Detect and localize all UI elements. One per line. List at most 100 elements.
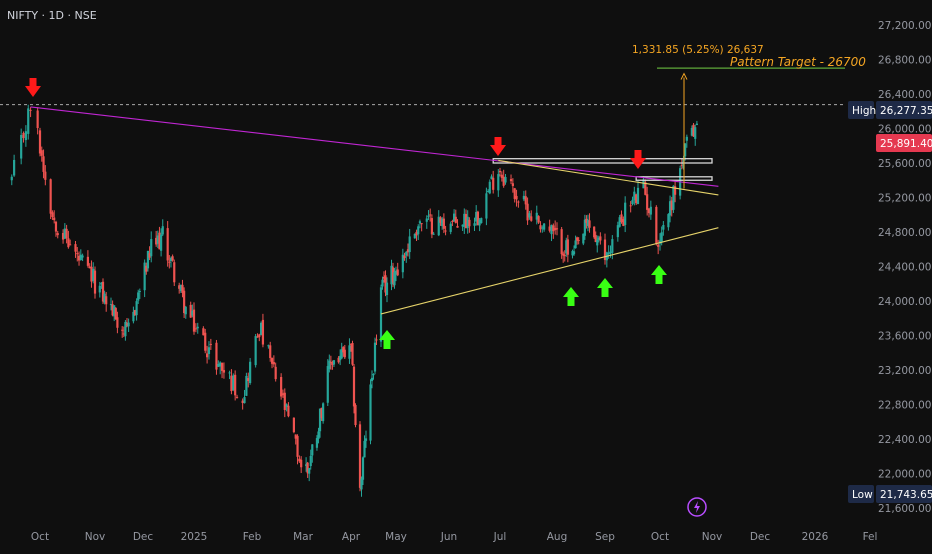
candle-body <box>694 127 697 139</box>
candle-body <box>137 292 140 301</box>
candle-body <box>403 255 406 259</box>
candle-body <box>135 301 138 316</box>
candle-body <box>658 240 662 244</box>
candle-body <box>684 143 687 157</box>
candle-body <box>156 235 159 244</box>
candle-body <box>258 334 261 338</box>
x-tick-label: 2026 <box>802 531 829 543</box>
pattern-target-label: Pattern Target - 26700 <box>730 55 866 69</box>
candle-body <box>261 319 265 345</box>
candle-body <box>329 361 332 363</box>
candle-body <box>256 336 259 338</box>
candle-body <box>670 200 673 211</box>
candle-body <box>249 361 252 383</box>
candle-body <box>550 224 553 235</box>
candle-body <box>309 455 312 467</box>
candle-body <box>390 265 393 285</box>
candle-body <box>269 345 272 359</box>
candle-body <box>673 186 677 195</box>
signal-arrows <box>25 78 667 349</box>
candle-body <box>132 311 135 322</box>
last-price-tag-value: 25,891.40 <box>880 138 932 150</box>
y-tick-label: 25,200.00 <box>878 193 931 205</box>
candle-body <box>235 396 239 398</box>
candle-body <box>695 123 699 125</box>
candle-body <box>105 296 108 305</box>
candle-body <box>100 282 103 285</box>
candle-body <box>300 459 303 468</box>
candle-body <box>394 270 398 274</box>
y-tick-label: 23,200.00 <box>878 365 931 377</box>
candle-body <box>67 238 70 248</box>
candle-body <box>487 191 490 193</box>
candle-body <box>169 258 173 262</box>
candle-body <box>331 362 334 365</box>
candle-body <box>461 224 464 227</box>
candle-body <box>74 244 77 252</box>
x-tick-label: Sep <box>595 531 615 543</box>
candle-body <box>660 232 663 242</box>
candle-body <box>393 271 396 286</box>
candle-body <box>179 284 182 291</box>
candle-body <box>306 462 309 474</box>
price-axis: 27,200.00 26,800.00 26,400.00 26,000.00 25,6… <box>878 20 931 515</box>
x-tick-label: Nov <box>85 531 106 543</box>
candle-body <box>468 219 471 227</box>
candle-body <box>401 254 404 273</box>
y-tick-label: 24,400.00 <box>878 262 931 274</box>
candle-body <box>145 265 148 272</box>
candle-body <box>222 370 226 373</box>
candle-body <box>24 131 27 141</box>
candle-body <box>370 377 374 382</box>
y-tick-label: 24,800.00 <box>878 227 931 239</box>
candle-body <box>20 135 23 159</box>
candle-body <box>597 237 600 240</box>
candle-body <box>680 164 683 167</box>
candle-body <box>475 211 478 222</box>
low-tag-label: Low <box>852 489 873 501</box>
candle-body <box>596 239 599 246</box>
y-tick-label: 22,800.00 <box>878 400 931 412</box>
candle-body <box>168 261 171 263</box>
candle-body <box>283 392 286 410</box>
candle-body <box>63 228 66 239</box>
candle-body <box>571 251 574 256</box>
trendlines <box>30 106 719 315</box>
candle-body <box>219 362 222 367</box>
candle-body <box>44 171 47 180</box>
candle-body <box>13 159 16 176</box>
candle-body <box>274 366 277 380</box>
candle-body <box>692 124 695 137</box>
candle-body <box>204 332 207 351</box>
candle-body <box>603 239 607 261</box>
high-tag-value: 26,277.35 <box>880 105 932 117</box>
candle-body <box>125 323 129 325</box>
candle-body <box>655 206 658 244</box>
candle-body <box>618 217 621 227</box>
falling-upper-line-trendline <box>498 159 719 196</box>
candle-body <box>40 150 43 156</box>
candle-body <box>328 360 331 369</box>
arrow-up-icon <box>563 287 579 306</box>
candle-body <box>76 253 79 255</box>
candle-body <box>492 177 495 190</box>
candle-body <box>500 174 503 178</box>
candle-body <box>116 317 119 328</box>
candle-body <box>649 206 652 215</box>
candle-body <box>308 468 311 474</box>
candle-body <box>464 214 468 229</box>
candle-body <box>155 237 158 245</box>
candle-body <box>456 225 459 228</box>
candle-body <box>593 226 596 238</box>
candle-body <box>192 309 196 332</box>
candle-body <box>22 132 25 139</box>
x-tick-label: Oct <box>651 531 669 543</box>
candle-body <box>629 205 632 207</box>
candle-body <box>391 267 395 283</box>
candle-body <box>215 342 218 370</box>
candle-body <box>361 457 365 480</box>
candle-body <box>181 284 184 293</box>
resistance-zone <box>492 158 713 164</box>
